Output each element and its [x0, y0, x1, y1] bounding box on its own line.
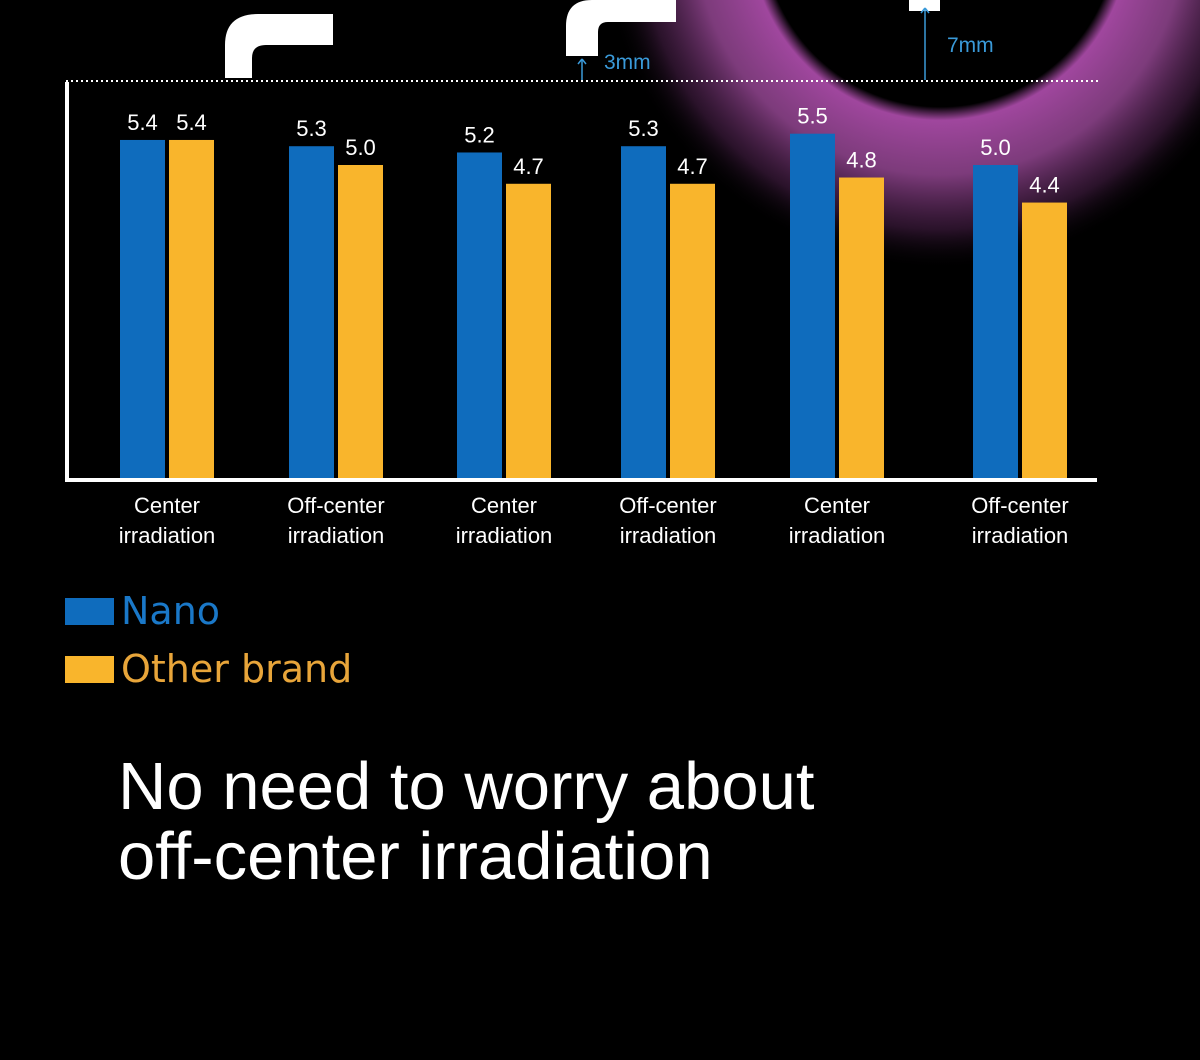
- value-label-nano-3: 5.2: [464, 122, 495, 147]
- bar-other-brand-1: [169, 139, 214, 478]
- value-label-nano-2: 5.3: [296, 116, 327, 141]
- legend-label-other-brand: Other brand: [121, 647, 353, 691]
- category-labels: Center irradiation Off-center irradiation Ce…: [119, 493, 1069, 548]
- legend-swatch-nano: [65, 597, 114, 625]
- value-label-nano-1: 5.4: [127, 110, 158, 135]
- bar-nano-1: [120, 139, 165, 478]
- distance-marker-3mm: 3mm: [577, 51, 651, 80]
- annotation-7mm: 7mm: [947, 34, 994, 57]
- bar-other-brand-4: [670, 183, 715, 478]
- category-label-1-line-1: Center: [134, 493, 200, 518]
- headline-line-1: No need to worry about: [118, 749, 815, 824]
- bar-other-brand-3: [506, 183, 551, 478]
- category-label-6-line-1: Off-center: [971, 493, 1068, 518]
- light-guide-tip-left: [225, 14, 333, 78]
- value-label-nano-5: 5.5: [797, 104, 828, 129]
- legend-item-nano: Nano: [65, 582, 352, 640]
- value-label-other-brand-4: 4.7: [677, 154, 708, 179]
- light-guide-tip-middle: [566, 0, 676, 56]
- category-label-3-line-1: Center: [471, 493, 537, 518]
- legend-label-nano: Nano: [121, 589, 221, 633]
- annotation-3mm: 3mm: [604, 51, 651, 74]
- bars: 5.4 5.4 5.3 5.0 5.2 4.7 5.3 4.7 5.5 4.8 5.0 4.4: [120, 104, 1067, 479]
- bar-chart: 3mm 7mm 5.4 5.4 5.35.05.24.75.34.75.54.85.…: [65, 0, 1200, 548]
- headline-line-2: off-center irradiation: [118, 819, 713, 894]
- category-label-2-line-2: irradiation: [288, 523, 385, 548]
- value-label-other-brand-6: 4.4: [1029, 173, 1060, 198]
- bar-other-brand-5: [839, 177, 884, 478]
- category-label-4-line-2: irradiation: [620, 523, 717, 548]
- bar-nano-2: [289, 146, 334, 478]
- bar-nano-6: [973, 165, 1018, 478]
- bar-other-brand-2: [338, 165, 383, 478]
- category-label-3-line-2: irradiation: [456, 523, 553, 548]
- headline: No need to worry about off-center irradi…: [118, 752, 814, 892]
- value-label-nano-4: 5.3: [628, 116, 659, 141]
- value-label-other-brand-3: 4.7: [513, 154, 544, 179]
- bar-nano-4: [621, 146, 666, 478]
- bar-nano-3: [457, 152, 502, 479]
- category-label-5-line-2: irradiation: [789, 523, 886, 548]
- legend: Nano Other brand: [65, 582, 352, 698]
- value-label-nano-6: 5.0: [980, 135, 1011, 160]
- value-label-other-brand-2: 5.0: [345, 135, 376, 160]
- irradiation-glow: [607, 0, 1200, 270]
- distance-marker-7mm: 7mm: [920, 7, 994, 80]
- legend-item-other-brand: Other brand: [65, 640, 352, 698]
- bar-nano-5: [790, 133, 835, 478]
- bar-other-brand-6: [1022, 202, 1067, 478]
- legend-swatch-other-brand: [65, 655, 114, 683]
- category-label-5-line-1: Center: [804, 493, 870, 518]
- category-label-6-line-2: irradiation: [972, 523, 1069, 548]
- category-label-4-line-1: Off-center: [619, 493, 716, 518]
- value-label-other-brand-5: 4.8: [846, 148, 877, 173]
- value-label-other-brand-1: 5.4: [176, 110, 207, 135]
- light-guide-tip-right: [909, 0, 940, 11]
- category-label-1-line-2: irradiation: [119, 523, 216, 548]
- category-label-2-line-1: Off-center: [287, 493, 384, 518]
